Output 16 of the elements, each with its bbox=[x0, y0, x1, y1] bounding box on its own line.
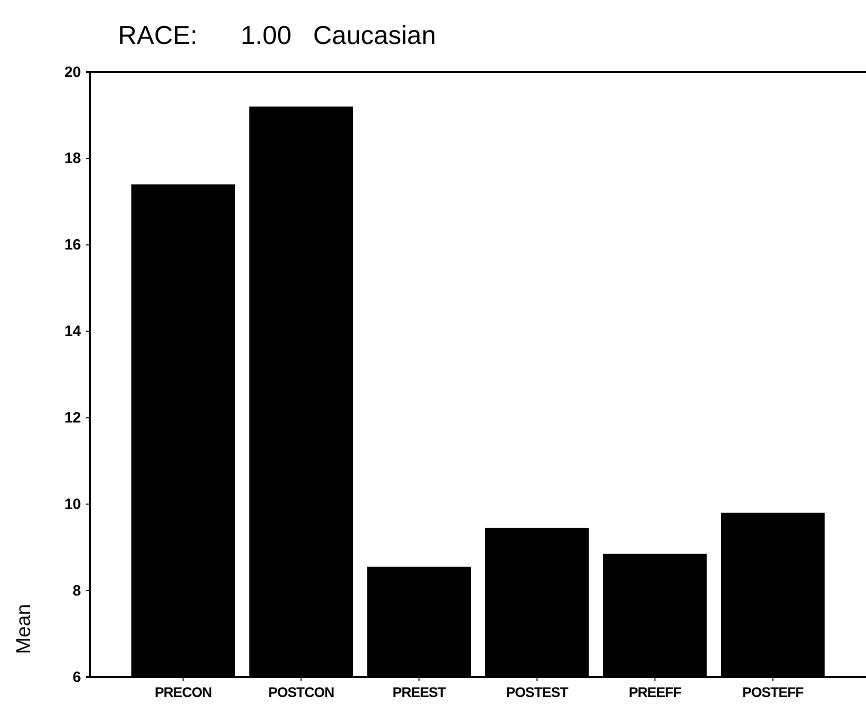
y-tick-label: 14 bbox=[64, 323, 82, 340]
y-axis-title: Mean bbox=[13, 604, 35, 654]
y-tick-label: 20 bbox=[64, 64, 81, 81]
x-tick-label: POSTCON bbox=[268, 684, 334, 700]
y-tick-label: 18 bbox=[64, 150, 81, 168]
x-tick-label: PREEFF bbox=[628, 684, 682, 700]
x-tick-label: PRECON bbox=[154, 684, 212, 700]
x-tick-label: POSTEFF bbox=[742, 684, 804, 700]
y-tick-label: 6 bbox=[72, 668, 81, 686]
y-tick-label: 12 bbox=[64, 410, 81, 427]
x-tick-label: PREEST bbox=[392, 684, 446, 700]
y-tick-label: 10 bbox=[64, 496, 81, 513]
y-tick-label: 16 bbox=[64, 236, 81, 254]
y-tick-label: 8 bbox=[72, 582, 81, 600]
chart-title: RACE: 1.00 Caucasian bbox=[118, 20, 436, 50]
x-tick-label: POSTEST bbox=[506, 684, 569, 700]
